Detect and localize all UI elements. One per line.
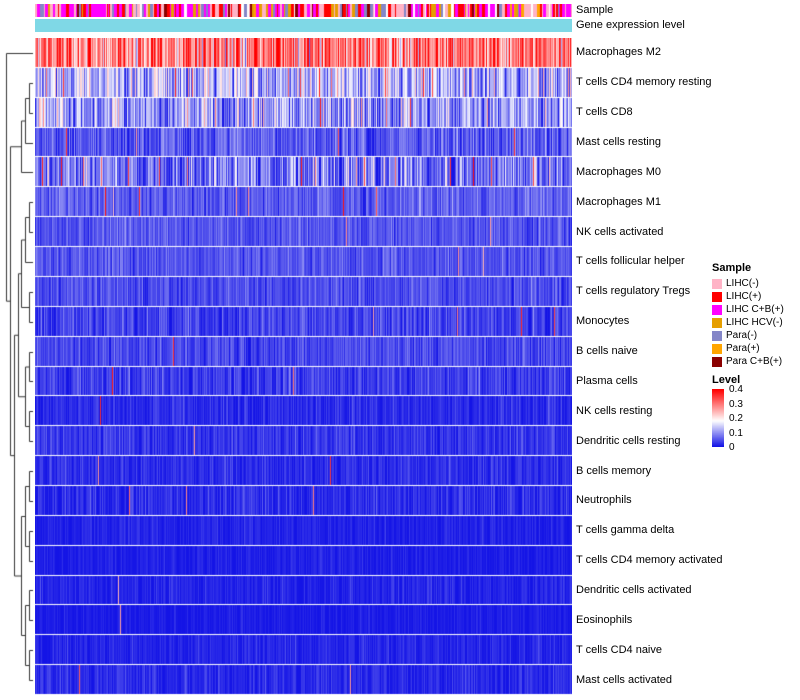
row-label: Plasma cells — [576, 374, 638, 387]
sample-legend-entry: LIHC HCV(-) — [712, 316, 798, 329]
legend-entry-label: LIHC HCV(-) — [726, 317, 783, 328]
heatmap-canvas — [35, 38, 572, 695]
expression-annotation-bar — [35, 19, 572, 32]
row-label: T cells CD8 — [576, 106, 633, 119]
level-tick-label: 0.1 — [729, 427, 743, 439]
legend-entry-label: LIHC(-) — [726, 278, 759, 289]
sample-legend-entries: LIHC(-) LIHC(+) LIHC C+B(+) LIHC HCV(-) Para… — [712, 277, 798, 368]
level-legend-title: Level — [712, 374, 741, 386]
sample-legend-title: Sample — [712, 262, 752, 274]
row-label: T cells CD4 memory resting — [576, 76, 712, 89]
sample-annotation-bar — [35, 4, 572, 17]
level-gradient — [712, 389, 724, 447]
legend-entry-label: LIHC C+B(+) — [726, 304, 784, 315]
level-tick-label: 0.3 — [729, 398, 743, 410]
row-label: T cells gamma delta — [576, 524, 675, 537]
row-label: T cells follicular helper — [576, 255, 685, 268]
sample-legend-entry: LIHC C+B(+) — [712, 303, 798, 316]
legend-swatch — [712, 304, 722, 315]
row-label: Eosinophils — [576, 613, 633, 626]
sample-legend-entry: LIHC(-) — [712, 277, 798, 290]
row-label: Mast cells resting — [576, 136, 661, 149]
legend-swatch — [712, 291, 722, 302]
legend-swatch — [712, 330, 722, 341]
row-label: Mast cells activated — [576, 673, 672, 686]
legend-panel: Sample LIHC(-) LIHC(+) LIHC C+B(+) LIHC HCV… — [712, 262, 798, 453]
level-tick-label: 0.4 — [729, 384, 743, 395]
legend-entry-label: Para(-) — [726, 330, 758, 341]
level-tick-label: 0 — [729, 442, 735, 453]
row-label: Macrophages M1 — [576, 195, 661, 208]
sample-annotation-label: Sample — [576, 4, 614, 16]
row-label: B cells memory — [576, 464, 652, 477]
row-label: Macrophages M2 — [576, 46, 661, 59]
sample-legend-entry: LIHC(+) — [712, 290, 798, 303]
row-label: NK cells resting — [576, 404, 653, 417]
row-label: Macrophages M0 — [576, 165, 661, 178]
row-label: T cells regulatory Tregs — [576, 285, 691, 298]
expression-annotation-label: Gene expression level — [576, 19, 685, 31]
row-label: NK cells activated — [576, 225, 664, 238]
row-labels: Macrophages M2 T cells CD4 memory resting… — [576, 38, 786, 695]
legend-swatch — [712, 356, 722, 367]
row-label: Monocytes — [576, 315, 630, 328]
sample-legend-entry: Para(+) — [712, 342, 798, 355]
sample-legend-entry: Para C+B(+) — [712, 355, 798, 368]
row-label: T cells CD4 naive — [576, 643, 662, 656]
sample-legend-entry: Para(-) — [712, 329, 798, 342]
legend-swatch — [712, 278, 722, 289]
legend-swatch — [712, 343, 722, 354]
legend-swatch — [712, 317, 722, 328]
row-label: T cells CD4 memory activated — [576, 554, 723, 567]
row-label: B cells naive — [576, 345, 638, 358]
row-dendrogram — [3, 38, 34, 695]
row-label: Dendritic cells activated — [576, 583, 692, 596]
level-tick-label: 0.2 — [729, 413, 743, 424]
legend-entry-label: LIHC(+) — [726, 291, 762, 302]
legend-entry-label: Para C+B(+) — [726, 356, 783, 367]
row-label: Dendritic cells resting — [576, 434, 681, 447]
level-gradient-wrap: 0.4 0.3 0.2 0.1 0 — [712, 385, 798, 453]
level-legend: Level 0.4 0.3 0.2 0.1 0 — [712, 374, 798, 453]
legend-entry-label: Para(+) — [726, 343, 760, 354]
row-label: Neutrophils — [576, 494, 632, 507]
